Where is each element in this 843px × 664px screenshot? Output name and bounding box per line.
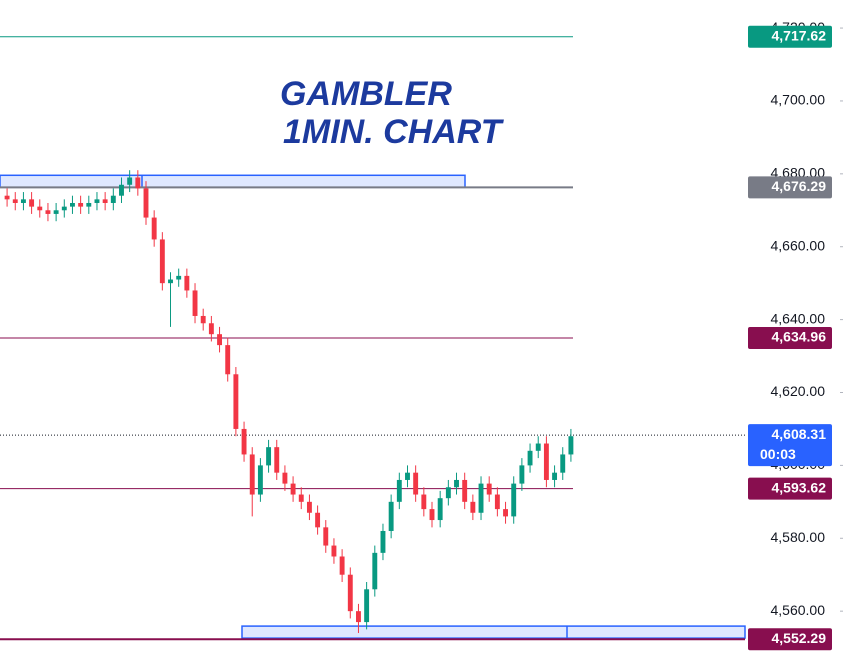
candle-body (127, 177, 133, 185)
candle-body (511, 483, 517, 517)
candle-body (478, 483, 484, 513)
candle-body (249, 454, 255, 495)
price-tag (748, 326, 832, 349)
price-tag (748, 477, 832, 500)
zone (241, 625, 746, 639)
candle-body (323, 527, 329, 546)
candle-body (176, 275, 182, 280)
price-tag-label: 4,676.29 (772, 178, 827, 194)
candle-body (527, 450, 533, 466)
y-tick-label: 4,620.00 (771, 383, 826, 399)
candle-body (274, 447, 280, 473)
price-tag (748, 176, 832, 199)
candle-body (413, 472, 419, 495)
candle-body (339, 556, 345, 575)
candle-body (437, 498, 443, 521)
candle-body (225, 345, 231, 375)
zone (0, 174, 466, 189)
candle-body (20, 199, 26, 203)
candle-body (233, 374, 239, 429)
candle-body (331, 545, 337, 557)
candle-body (61, 206, 67, 211)
candle-body (102, 199, 108, 203)
candle-body (380, 530, 386, 553)
candle-body (543, 443, 549, 480)
price-tag-label: 4,634.96 (772, 329, 827, 345)
y-tick-label: 4,640.00 (771, 310, 826, 326)
candle-body (266, 447, 272, 466)
candle-body (486, 483, 492, 495)
chart-subtitle: 1MIN. CHART (283, 113, 505, 151)
candle-body (396, 479, 402, 502)
candle-body (298, 494, 304, 502)
candle-body (53, 210, 59, 214)
candle-body (135, 177, 141, 189)
candle-body (29, 199, 35, 207)
candle-body (110, 195, 116, 203)
candle-body (347, 574, 353, 612)
candle-body (257, 465, 263, 495)
price-tag (748, 25, 832, 48)
candle-body (364, 589, 370, 623)
candle-body (143, 188, 149, 218)
candle-body (560, 454, 566, 473)
candle-body (405, 472, 410, 480)
candle-body (306, 501, 312, 513)
candle-body (315, 512, 321, 528)
candle-body (200, 315, 206, 324)
candle-body (208, 323, 214, 335)
candle-body (372, 552, 378, 590)
chart-title: GAMBLER (280, 75, 452, 113)
countdown-label: 00:03 (760, 446, 796, 462)
candle-body (119, 184, 124, 196)
candle-body (421, 494, 427, 510)
candle-body (70, 202, 75, 207)
candle-body (388, 501, 394, 531)
candle-body (356, 611, 361, 623)
candle-body (470, 501, 476, 513)
candle-body (151, 217, 157, 240)
candle-body (78, 202, 84, 207)
y-tick-label: 4,660.00 (771, 237, 826, 253)
candle-body (290, 483, 296, 495)
candle-body (12, 199, 18, 203)
candle-body (445, 487, 451, 499)
y-tick-label: 4,560.00 (771, 602, 826, 618)
candle-body (37, 206, 43, 211)
candle-body (519, 465, 525, 484)
price-tag-label: 4,552.29 (772, 630, 827, 646)
candle-body (462, 479, 468, 502)
candle-body (192, 290, 198, 316)
price-tag-label: 4,593.62 (772, 479, 827, 495)
candle-body (45, 210, 51, 214)
candle-body (282, 472, 288, 484)
y-tick-label: 4,700.00 (771, 92, 826, 108)
candle-body (94, 199, 100, 203)
price-tag-label: 4,608.31 (772, 426, 827, 442)
candle-body (159, 239, 165, 284)
candle-body (552, 472, 558, 480)
candle-body (4, 195, 10, 200)
price-tag (748, 628, 832, 651)
candle-body (503, 509, 508, 517)
price-tag-label: 4,717.62 (772, 27, 827, 43)
candle-body (217, 334, 222, 346)
price-tag (748, 424, 832, 467)
candle-body (184, 275, 190, 291)
candle-body (241, 428, 247, 455)
candle-body (454, 479, 459, 488)
candle-body (535, 443, 541, 451)
candle-body (168, 279, 173, 284)
candle-body (568, 436, 574, 455)
candle-body (86, 202, 92, 207)
candle-body (494, 494, 500, 510)
y-tick-label: 4,580.00 (771, 529, 826, 545)
candle-body (429, 509, 435, 521)
